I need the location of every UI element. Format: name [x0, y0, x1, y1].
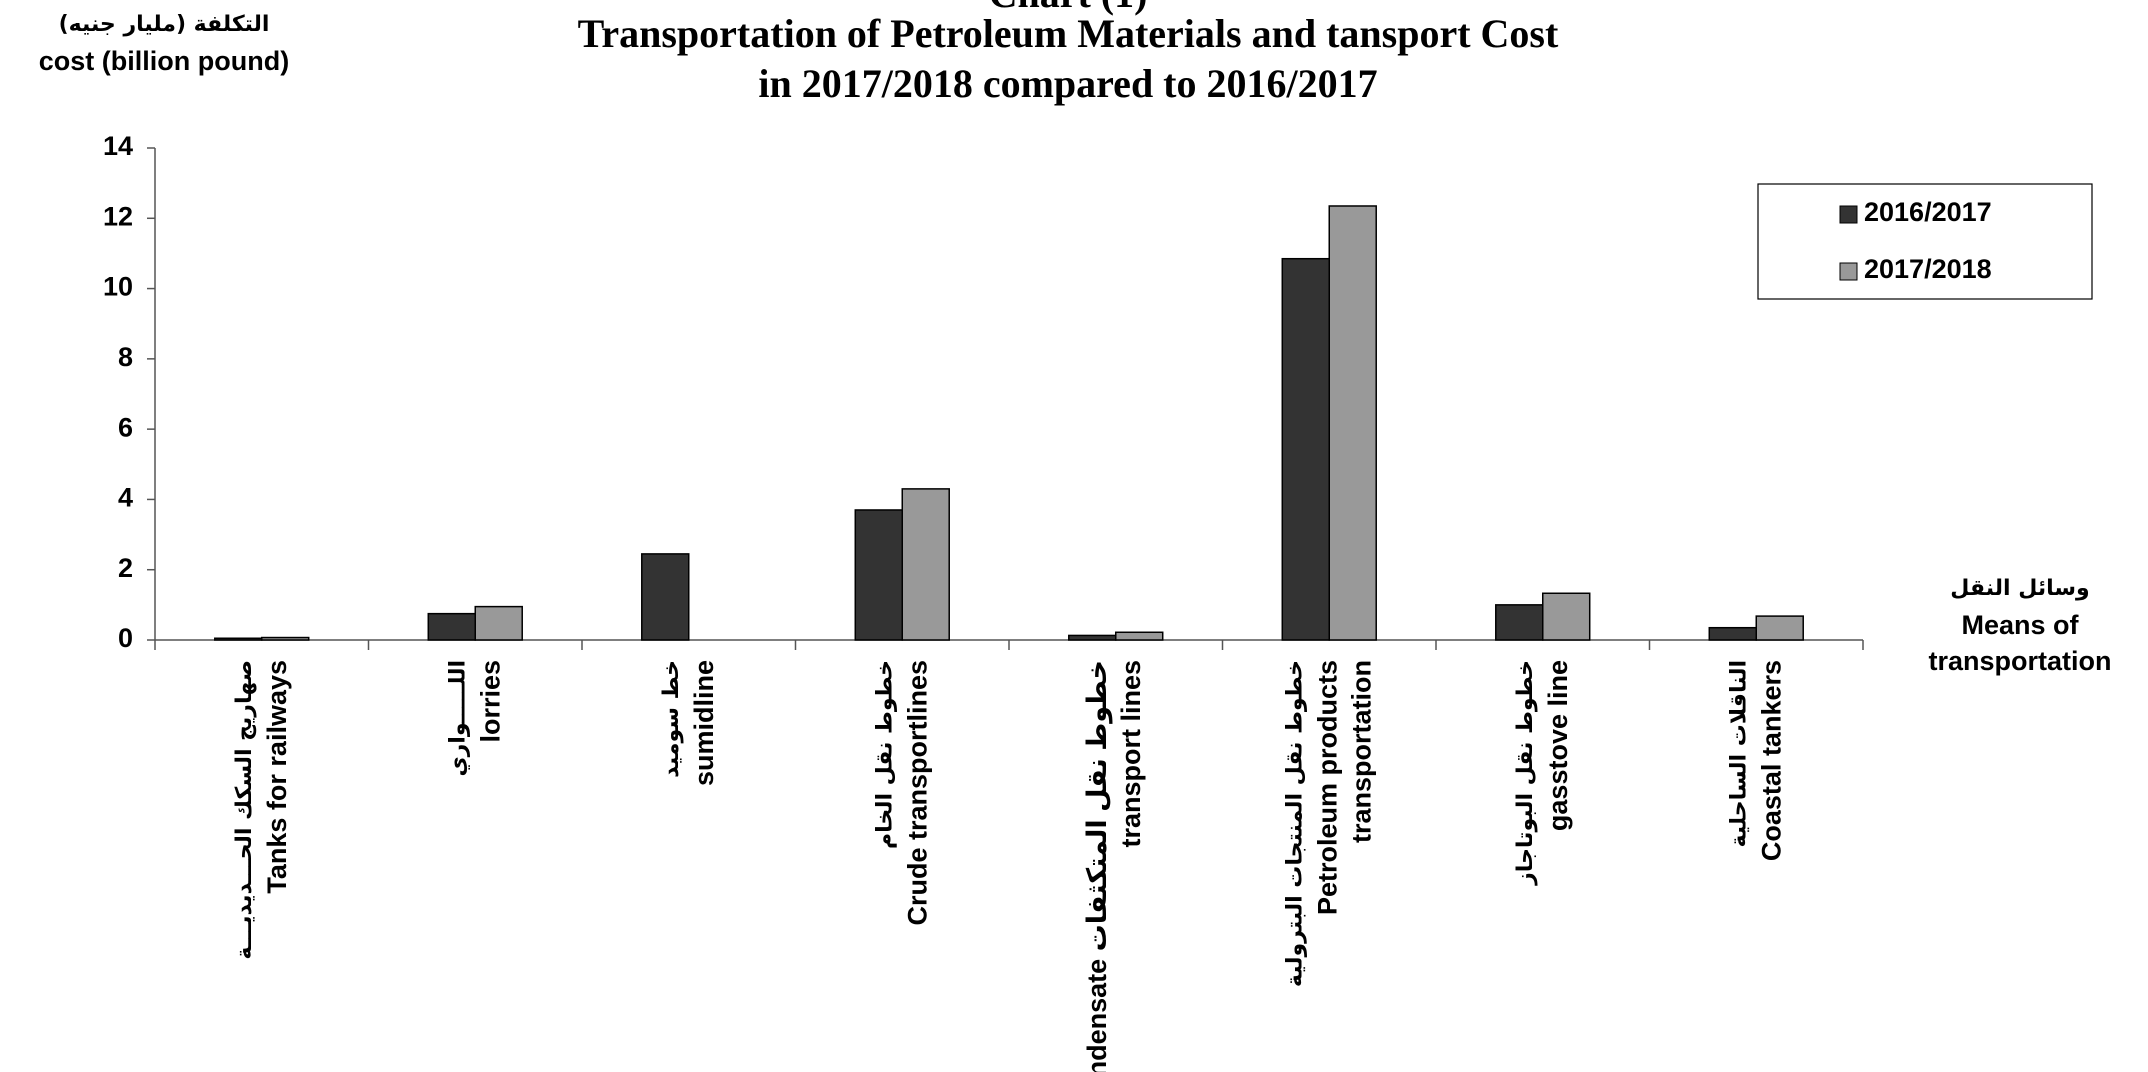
bar	[1708, 626, 1758, 641]
x-tick-label: خطوط نقل المنتجات البترولية	[1282, 660, 1307, 987]
y-tick-label: 12	[103, 201, 133, 231]
bar	[1495, 604, 1544, 641]
chart-title: Chart (1)	[989, 0, 1148, 16]
x-tick-label: transport lines	[1116, 660, 1146, 848]
x-tick-label: lorries	[475, 660, 505, 743]
legend-label: 2016/2017	[1864, 197, 1992, 227]
bar	[1542, 592, 1591, 641]
x-tick-label: sumidline	[689, 660, 719, 786]
x-tick-label: Crude transportlines	[902, 660, 932, 926]
bar	[474, 605, 523, 641]
y-axis-label: التكلفة (مليار جنيه)	[59, 12, 270, 37]
bar	[214, 637, 263, 641]
legend-swatch	[1839, 205, 1858, 224]
y-tick-label: 6	[118, 412, 133, 442]
x-tick-label: خطوط نقل الخام	[872, 660, 897, 849]
y-tick-label: 2	[118, 553, 133, 583]
bar	[427, 612, 476, 641]
legend-label: 2017/2018	[1864, 254, 1992, 284]
bar	[1068, 634, 1117, 641]
x-tick-label: Condensate خطوط نقل المتكثفات	[1082, 660, 1113, 1072]
y-tick-label: 0	[118, 623, 133, 653]
x-tick-label: Coastal tankers	[1756, 660, 1786, 861]
x-tick-label: صهاريج السكك الحـــديديـــة	[232, 660, 257, 960]
x-tick-label: gasstove line	[1543, 660, 1573, 831]
x-axis-label: وسائل النقل	[1950, 576, 2089, 601]
bar	[854, 509, 904, 641]
x-tick-label: خط سوميد	[659, 660, 684, 778]
bar	[1755, 615, 1804, 641]
bar	[901, 488, 950, 641]
y-tick-label: 14	[103, 131, 133, 161]
chart-title: Transportation of Petroleum Materials an…	[578, 11, 1559, 56]
bar	[1115, 631, 1164, 641]
x-tick-label: transportation	[1346, 660, 1376, 843]
y-tick-label: 4	[118, 483, 133, 513]
x-tick-label: Tanks for railways	[262, 660, 292, 894]
bar	[261, 636, 310, 641]
legend-swatch	[1839, 262, 1858, 281]
y-tick-label: 8	[118, 342, 133, 372]
x-tick-label: Petroleum products	[1312, 660, 1342, 915]
bar	[1328, 205, 1377, 641]
bar	[641, 553, 690, 641]
bar	[1281, 257, 1331, 641]
x-tick-label: خطوط نقل البوتاجاز	[1513, 660, 1538, 886]
legend-box	[1757, 183, 2093, 300]
x-axis-label: Means of	[1961, 610, 2079, 640]
chart-title: in 2017/2018 compared to 2016/2017	[758, 61, 1377, 106]
x-axis-label: transportation	[1928, 646, 2111, 676]
x-tick-label: الناقلات الساحلية	[1726, 660, 1751, 848]
y-tick-label: 10	[103, 272, 133, 302]
y-axis-label: cost (billion pound)	[39, 46, 289, 76]
x-tick-label: اللـــــواري	[445, 660, 470, 777]
